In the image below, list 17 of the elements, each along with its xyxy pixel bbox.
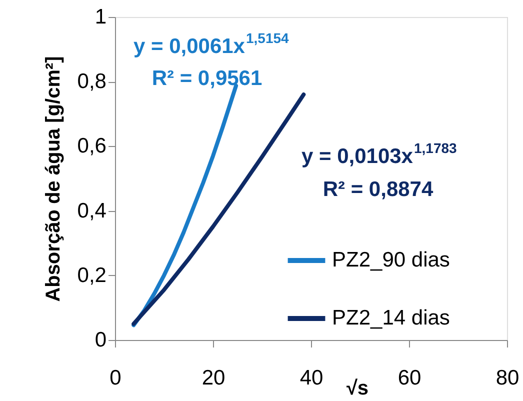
- legend-label: PZ2_14 dias: [332, 306, 450, 330]
- annotation: R² = 0,9561: [152, 67, 262, 90]
- y-axis-title: Absorção de água [g/cm²]: [42, 56, 64, 302]
- x-tick-label: 40: [300, 366, 324, 390]
- y-tick-label: 0,6: [77, 134, 106, 158]
- x-axis-title: √s: [346, 378, 369, 400]
- x-tick-label: 80: [496, 366, 520, 390]
- legend-label: PZ2_90 dias: [332, 248, 450, 272]
- y-tick-label: 0,8: [77, 70, 106, 94]
- y-tick-label: 0,4: [77, 199, 107, 222]
- x-tick-label: 0: [110, 366, 122, 390]
- y-tick-label: 0: [94, 328, 106, 352]
- y-tick-label: 0,2: [77, 264, 106, 287]
- x-tick-label: 20: [202, 366, 226, 390]
- x-tick-label: 60: [398, 366, 422, 390]
- annotation: R² = 0,8874: [322, 178, 434, 201]
- y-tick-label: 1: [94, 6, 106, 28]
